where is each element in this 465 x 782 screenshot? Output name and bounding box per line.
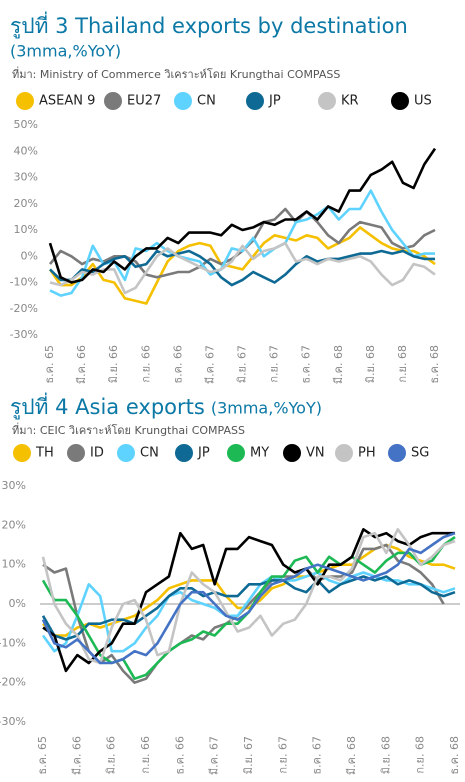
x-tick-label: ก.ย. 67 [268,345,281,383]
x-tick-label: มิ.ย. 68 [379,736,392,774]
legend-label: TH [35,446,54,461]
y-tick-label: 0% [21,249,38,262]
source-note: ที่มา: Ministry of Commerce วิเคราะห์โดย… [12,66,340,81]
legend-marker [227,444,245,462]
legend-marker [16,92,34,110]
x-tick-label: ธ.ค. 68 [428,345,441,384]
x-tick-label: มิ.ย. 67 [242,736,255,774]
x-tick-label: มิ.ย. 68 [364,345,377,383]
y-tick-label: 20% [14,197,38,210]
y-tick-label: 50% [14,118,38,131]
x-tick-label: มิ.ย. 67 [236,345,249,383]
x-tick-label: มี.ค. 67 [208,736,221,775]
legend-label: EU27 [127,94,161,109]
legend-label: ID [90,446,104,461]
x-tick-label: ธ.ค. 68 [448,736,461,775]
series-line [42,528,455,673]
x-tick-label: มิ.ย. 66 [105,736,118,774]
x-tick-label: มี.ค. 68 [332,345,345,384]
x-tick-label: ธ.ค. 66 [171,345,184,384]
series-line [41,571,456,653]
y-tick-label: -30% [0,715,26,728]
y-tick-label: 20% [2,518,26,531]
y-tick-label: 30% [2,479,26,492]
legend-label: JP [197,446,210,461]
legend-marker [318,92,336,110]
y-tick-label: 10% [2,558,26,571]
legend-marker [174,92,192,110]
legend-label: US [414,94,432,109]
legend-marker [335,444,353,462]
legend-marker [388,444,406,462]
chart-title: รูปที่ 3 Thailand exports by destination [10,11,408,39]
y-tick-label: -20% [10,302,38,315]
x-tick-label: ก.ย. 68 [396,345,409,383]
x-tick-label: ธ.ค. 67 [311,736,324,775]
x-tick-label: ธ.ค. 67 [300,345,313,384]
legend-marker [246,92,264,110]
y-tick-label: -10% [0,636,26,649]
x-tick-label: ก.ย. 66 [139,345,152,383]
legend-label: SG [411,446,429,461]
series-line [48,226,436,305]
x-tick-label: ธ.ค. 65 [36,736,49,775]
y-tick-label: -10% [10,276,38,289]
x-tick-label: มี.ค. 66 [70,736,83,775]
x-tick-label: มี.ค. 68 [345,736,358,775]
legend-marker [283,444,301,462]
legend-label: PH [358,446,376,461]
legend-label: KR [341,94,359,109]
legend-label: MY [250,446,269,461]
legend-marker [117,444,135,462]
legend-marker [391,92,409,110]
legend-marker [67,444,85,462]
y-tick-label: 40% [14,144,38,157]
series-line [41,575,456,641]
y-tick-label: 10% [14,223,38,236]
series-line [49,241,436,295]
legend-marker [13,444,31,462]
legend-label: CN [140,446,159,461]
x-tick-label: ก.ย. 66 [139,736,152,774]
x-tick-label: มี.ค. 67 [203,345,216,384]
y-tick-label: -30% [10,328,38,341]
legend-label: VN [306,446,325,461]
legend-label: JP [268,94,281,109]
chart-subtitle: (3mma,%YoY) [211,399,322,418]
series-line [41,528,456,665]
x-tick-label: ธ.ค. 66 [173,736,186,775]
x-tick-label: มี.ค. 66 [75,345,88,384]
series-line [48,147,437,284]
chart-subtitle: (3mma,%YoY) [10,42,121,61]
source-note: ที่มา: CEIC วิเคราะห์โดย Krungthai COMPA… [12,422,245,437]
y-tick-label: 30% [14,171,38,184]
legend-label: CN [197,94,216,109]
x-tick-label: ก.ย. 67 [276,736,289,774]
y-tick-label: -20% [0,676,26,689]
y-tick-label: 0% [9,597,26,610]
series-line [41,531,456,665]
x-tick-label: ธ.ค. 65 [43,345,56,384]
x-tick-label: มิ.ย. 66 [107,345,120,383]
legend-marker [175,444,193,462]
chart-title: รูปที่ 4 Asia exports [10,392,205,420]
series-line [49,249,435,287]
legend-marker [104,92,122,110]
x-tick-label: ก.ย. 68 [414,736,427,774]
legend-label: ASEAN 9 [39,94,95,109]
